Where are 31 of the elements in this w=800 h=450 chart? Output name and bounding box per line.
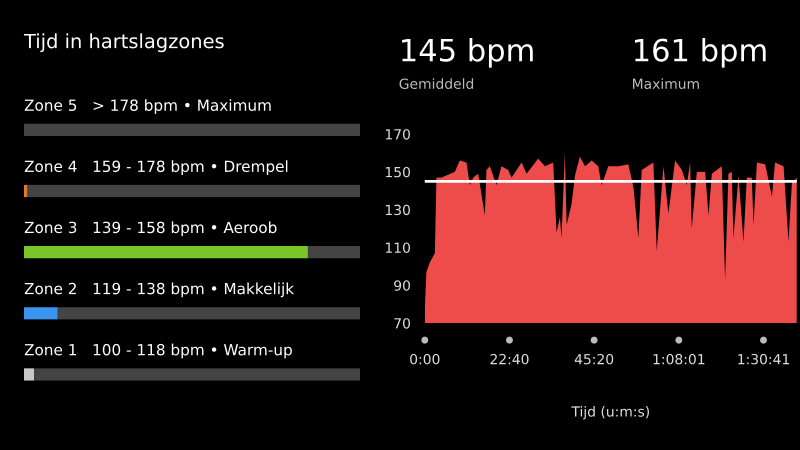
x-tick-label: 1:08:01	[654, 354, 704, 364]
text: 145 bpm	[402, 38, 533, 68]
y-tick-label: 130	[386, 204, 410, 216]
x-tick-label: 22:40	[490, 354, 529, 364]
y-tick-label: Zone 1 100 - 118 bpm • Warm-up	[24, 344, 292, 358]
x-tick-label: 45:20	[574, 354, 614, 364]
text: Gemiddeld	[400, 78, 474, 89]
bar	[24, 246, 308, 258]
chart-title: Tijd in hartslagzones	[24, 33, 224, 52]
y-tick-label: 110	[386, 242, 410, 253]
x-axis-title: Tijd (u:m:s)	[571, 406, 649, 420]
bar	[24, 307, 58, 320]
text: Maximum	[632, 78, 699, 89]
bar	[34, 368, 360, 381]
y-tick-label: 70	[394, 318, 410, 329]
y-tick-label: 150	[386, 166, 410, 178]
text: 161 bpm	[634, 38, 766, 68]
bar	[24, 368, 34, 381]
y-tick-label: 170	[386, 129, 410, 140]
bar	[308, 246, 360, 258]
bar	[24, 124, 360, 136]
bar	[27, 184, 360, 198]
bar	[24, 184, 28, 198]
y-tick-label: Zone 5 > 178 bpm • Maximum	[24, 99, 271, 114]
y-tick-label: Zone 3 139 - 158 bpm • Aeroob	[24, 221, 277, 236]
y-tick-label: Zone 4 159 - 178 bpm • Drempel	[24, 160, 288, 176]
bar	[58, 307, 360, 320]
y-tick-label: Zone 2 119 - 138 bpm • Makkelijk	[24, 282, 294, 298]
y-tick-label: 90	[394, 280, 410, 291]
x-tick-label: 0:00	[410, 354, 440, 364]
x-tick-label: 1:30:41	[738, 354, 789, 364]
